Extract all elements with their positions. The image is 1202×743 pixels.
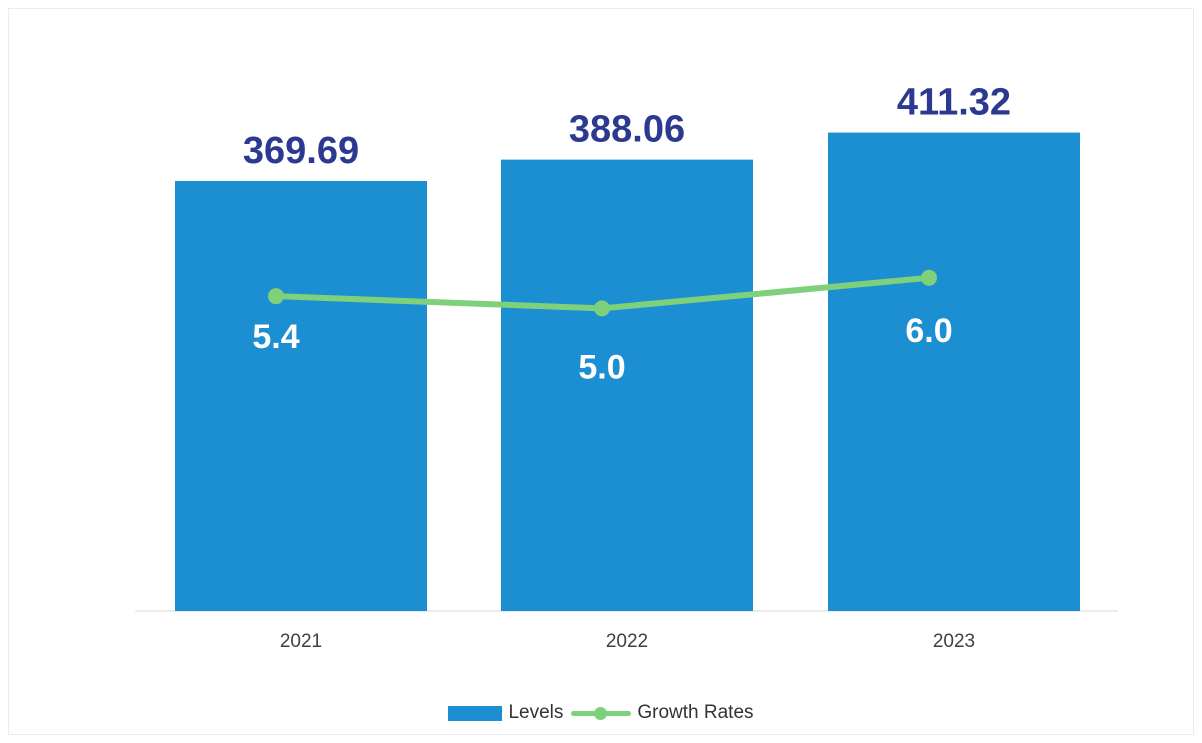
bars-layer	[175, 132, 1080, 611]
bar-2023	[828, 132, 1080, 611]
legend-label-growth-rates: Growth Rates	[637, 702, 754, 723]
growth-value-label-2021: 5.4	[252, 318, 299, 356]
x-tick-label-2022: 2022	[606, 631, 648, 652]
bar-value-label-2022: 388.06	[569, 109, 685, 151]
growth-point-2022	[594, 300, 610, 317]
legend: Levels Growth Rates	[0, 698, 1202, 728]
growth-point-2021	[268, 288, 284, 305]
legend-swatch-levels	[448, 705, 503, 721]
legend-item-growth-rates: Growth Rates	[571, 702, 754, 724]
legend-item-levels: Levels	[448, 702, 563, 724]
growth-value-label-2022: 5.0	[578, 348, 625, 386]
legend-label-levels: Levels	[508, 702, 564, 723]
growth-value-label-2023: 6.0	[905, 312, 952, 350]
bar-value-label-2023: 411.32	[897, 82, 1011, 124]
bar-2021	[175, 181, 427, 611]
x-tick-label-2023: 2023	[933, 631, 975, 652]
growth-line-layer: 5.4 5.0 6.0	[252, 269, 953, 386]
x-tick-label-2021: 2021	[280, 631, 322, 652]
bar-2022	[501, 159, 753, 611]
growth-point-2023	[921, 269, 937, 286]
labels-layer: 369.69 2021 388.06 2022 411.32 2023	[243, 82, 1011, 652]
legend-swatch-growth-rates	[571, 705, 632, 721]
bar-value-label-2021: 369.69	[243, 130, 359, 172]
